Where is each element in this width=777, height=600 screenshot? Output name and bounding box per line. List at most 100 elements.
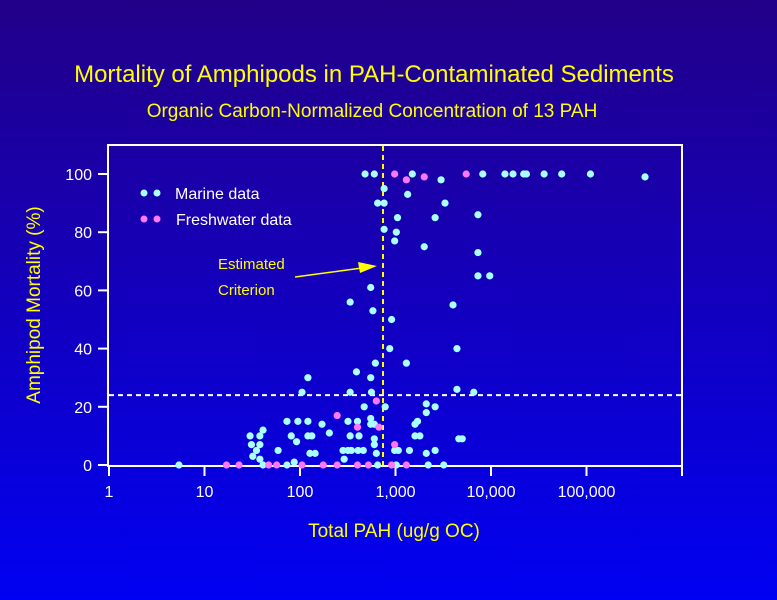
y-tick-label: 60 — [74, 283, 92, 300]
marine-data-point — [274, 446, 282, 455]
annotation-arrow-head — [358, 262, 377, 273]
x-tick-label: 100 — [287, 484, 314, 501]
freshwater-data-point — [420, 173, 428, 181]
marine-data-point — [369, 307, 377, 315]
marine-data-point — [247, 441, 256, 449]
y-tick-label: 0 — [83, 458, 92, 475]
legend-freshwater-marker — [140, 215, 148, 223]
marine-data-point — [361, 170, 369, 178]
marine-data-point — [386, 345, 394, 353]
marine-data-point — [344, 417, 352, 425]
marine-data-point — [256, 432, 264, 440]
marine-data-point — [359, 446, 367, 455]
legend-marine-marker — [153, 189, 161, 197]
freshwater-data-point — [333, 411, 341, 420]
marine-data-point — [294, 417, 302, 425]
marine-data-point — [453, 345, 461, 353]
freshwater-data-point — [353, 423, 362, 431]
chart-subtitle: Organic Carbon-Normalized Concentration … — [147, 101, 598, 122]
marine-data-point — [441, 199, 449, 207]
marine-data-point — [393, 214, 402, 222]
marine-data-point — [413, 417, 422, 425]
freshwater-data-point — [298, 461, 306, 469]
marine-data-point — [449, 301, 457, 309]
freshwater-data-point — [462, 170, 470, 178]
freshwater-data-point — [372, 397, 380, 405]
marine-data-point — [453, 385, 461, 393]
marine-data-point — [340, 455, 348, 463]
y-tick-label: 80 — [74, 225, 92, 242]
marine-data-point — [353, 417, 362, 425]
y-axis-label: Amphipod Mortality (%) — [24, 206, 45, 403]
marine-data-point — [437, 176, 445, 184]
legend-marine-marker — [140, 189, 148, 197]
y-tick-label: 100 — [65, 167, 92, 184]
marine-data-point — [256, 441, 264, 449]
marine-data-point — [380, 225, 388, 233]
marine-data-point — [306, 449, 314, 457]
freshwater-data-point — [235, 461, 243, 469]
marine-data-point — [416, 432, 424, 440]
marine-data-point — [470, 388, 478, 396]
marine-data-point — [298, 388, 306, 396]
criterion-annotation: Estimated Criterion — [218, 256, 377, 299]
marine-data-point — [422, 449, 430, 457]
x-tick-label: 10 — [196, 484, 214, 501]
marine-data-point — [558, 170, 566, 178]
marine-data-point — [501, 170, 509, 178]
marine-data-point — [371, 359, 379, 367]
legend: Marine data Freshwater data — [140, 186, 292, 229]
marine-data-point — [422, 400, 430, 408]
marine-data-point — [424, 461, 432, 469]
marine-data-point — [440, 461, 448, 469]
marine-data-point — [308, 432, 316, 440]
marine-data-point — [420, 243, 428, 251]
marine-data-point — [175, 461, 183, 469]
freshwater-data-point — [222, 461, 231, 469]
freshwater-data-point — [375, 423, 383, 431]
marine-data-point — [474, 248, 482, 257]
marine-data-point — [509, 170, 517, 178]
freshwater-data-point — [364, 461, 372, 469]
marine-data-point — [586, 170, 595, 178]
marine-data-point — [292, 438, 301, 446]
marine-data-point — [458, 435, 466, 443]
marine-data-point — [355, 432, 363, 440]
x-axis-label: Total PAH (ug/g OC) — [308, 521, 480, 542]
x-tick-label: 1 — [105, 484, 114, 501]
freshwater-data-point — [353, 461, 362, 469]
marine-data-point — [422, 409, 430, 417]
marine-data-point — [522, 170, 531, 178]
marine-data-point — [380, 199, 388, 207]
marine-data-point — [394, 446, 402, 455]
marine-data-point — [283, 417, 291, 425]
marine-data-point — [259, 426, 267, 434]
marine-data-point — [325, 429, 333, 437]
marine-data-point — [246, 432, 254, 440]
marine-data-point — [367, 414, 375, 423]
marine-data-point — [259, 461, 267, 469]
marine-data-point — [318, 420, 326, 428]
marine-data-point — [392, 228, 400, 236]
marine-data-point — [431, 214, 439, 222]
freshwater-data-point — [333, 461, 341, 469]
marine-data-point — [374, 461, 382, 469]
marine-data-point — [347, 446, 355, 455]
marine-data-point — [540, 170, 548, 178]
chart-title: Mortality of Amphipods in PAH-Contaminat… — [74, 61, 674, 88]
marine-data-point — [346, 298, 354, 306]
marine-data-point — [431, 403, 439, 411]
freshwater-data-point — [265, 461, 273, 469]
marine-data-point — [402, 359, 410, 367]
marine-data-point — [408, 170, 416, 178]
marine-data-point — [486, 272, 494, 280]
marine-data-point — [431, 446, 439, 455]
marine-data-point — [360, 403, 368, 411]
marine-data-point — [370, 441, 378, 449]
marine-data-point — [252, 446, 261, 455]
marine-data-point — [304, 374, 312, 382]
annotation-line-1: Estimated — [218, 256, 285, 273]
marine-data-point — [380, 184, 388, 193]
marine-data-point — [370, 435, 378, 443]
